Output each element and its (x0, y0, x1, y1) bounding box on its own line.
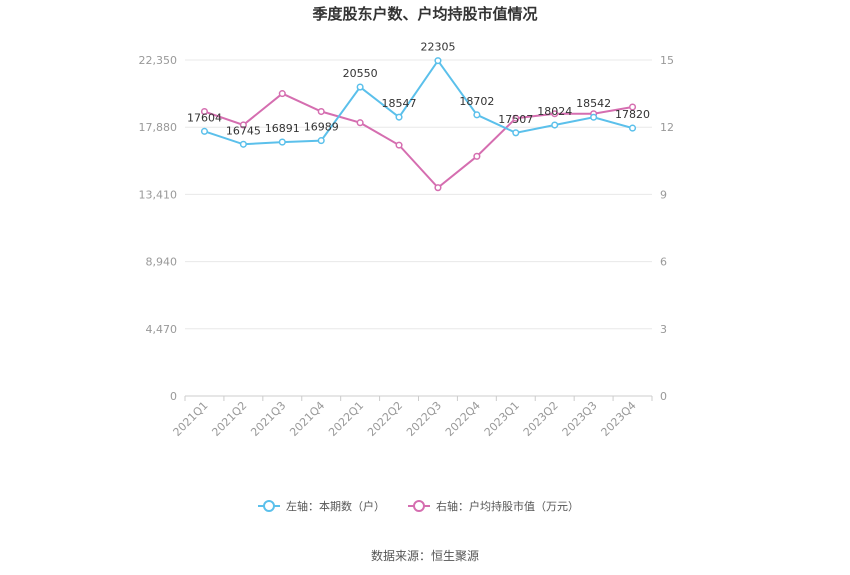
left-tick-label: 13,410 (139, 188, 178, 201)
data-point-right[interactable] (239, 121, 247, 129)
data-point-left[interactable] (473, 111, 481, 119)
left-tick-label: 22,350 (139, 54, 178, 67)
data-point-right[interactable] (200, 107, 209, 116)
data-point-right[interactable] (628, 103, 637, 111)
data-point-left[interactable] (317, 137, 325, 145)
data-point-left[interactable] (356, 83, 364, 91)
chart-title: 季度股东户数、户均持股市值情况 (312, 5, 537, 23)
data-label: 16891 (265, 122, 300, 135)
x-tick-label: 2021Q3 (248, 399, 288, 439)
data-label: 18547 (382, 97, 417, 110)
legend-marker-icon (263, 500, 275, 512)
data-point-right[interactable] (434, 184, 442, 192)
source-note: 数据来源：恒生聚源 (371, 548, 479, 563)
legend-label: 左轴：本期数（户） (286, 499, 385, 513)
x-axis: 2021Q12021Q22021Q32021Q42022Q12022Q22022… (171, 396, 653, 439)
data-point-left[interactable] (512, 129, 520, 137)
data-point-left[interactable] (551, 121, 559, 129)
data-point-right[interactable] (512, 114, 520, 122)
data-label: 17820 (615, 108, 650, 121)
x-tick-label: 2023Q4 (599, 399, 639, 439)
legend-label: 右轴：户均持股市值（万元） (436, 499, 579, 513)
x-tick-label: 2021Q4 (287, 399, 327, 439)
right-tick-label: 6 (660, 256, 667, 269)
right-axis: 0 3 6 9 12 15 (660, 54, 674, 403)
right-tick-label: 9 (660, 188, 667, 201)
series-line-right (204, 92, 633, 190)
x-tick-label: 2021Q1 (171, 399, 211, 439)
data-point-right[interactable] (317, 107, 325, 116)
data-label: 17604 (187, 111, 222, 124)
legend-item-right[interactable]: 右轴：户均持股市值（万元） (408, 499, 579, 513)
data-label: 16989 (304, 121, 339, 134)
right-tick-label: 3 (660, 323, 667, 336)
data-point-right[interactable] (551, 110, 559, 118)
data-point-right[interactable] (356, 119, 364, 127)
x-tick-label: 2023Q3 (560, 399, 600, 439)
legend-item-left[interactable]: 左轴：本期数（户） (258, 499, 385, 513)
data-point-right[interactable] (395, 141, 403, 149)
data-label: 18542 (576, 97, 611, 110)
data-label: 20550 (343, 67, 378, 80)
left-tick-label: 0 (170, 390, 177, 403)
left-tick-label: 17,880 (139, 121, 178, 134)
data-point-right[interactable] (473, 152, 481, 160)
gridlines (185, 59, 652, 397)
legend[interactable]: 左轴：本期数（户） 右轴：户均持股市值（万元） (258, 499, 579, 513)
x-tick-label: 2022Q1 (326, 399, 366, 439)
data-point-left[interactable] (434, 57, 442, 65)
data-label: 17507 (498, 113, 533, 126)
data-label: 18702 (459, 95, 494, 108)
data-point-left[interactable] (278, 138, 286, 146)
right-tick-label: 0 (660, 390, 667, 403)
data-point-left[interactable] (590, 113, 598, 121)
data-label: 22305 (420, 41, 455, 54)
data-point-left[interactable] (628, 124, 637, 132)
data-label: 18024 (537, 105, 572, 118)
data-point-left[interactable] (200, 127, 209, 135)
left-tick-label: 8,940 (146, 256, 178, 269)
right-tick-label: 15 (660, 54, 674, 67)
x-tick-label: 2022Q2 (365, 399, 405, 439)
left-axis: 0 4,470 8,940 13,410 17,880 22,350 (139, 54, 178, 403)
x-tick-label: 2023Q2 (521, 399, 561, 439)
right-tick-label: 12 (660, 121, 674, 134)
x-tick-label: 2021Q2 (209, 399, 249, 439)
x-tick-label: 2022Q3 (404, 399, 444, 439)
data-point-left[interactable] (239, 140, 247, 148)
data-point-right[interactable] (278, 90, 286, 98)
data-point-left[interactable] (395, 113, 403, 121)
x-tick-label: 2022Q4 (443, 399, 483, 439)
series-group: 17604 16745 16891 16989 20550 18547 22305 18702… (187, 41, 650, 192)
x-tick-label: 2023Q1 (482, 399, 522, 439)
left-tick-label: 4,470 (146, 323, 178, 336)
legend-marker-icon (413, 500, 425, 512)
series-line-left (204, 58, 633, 146)
data-label: 16745 (226, 124, 261, 137)
